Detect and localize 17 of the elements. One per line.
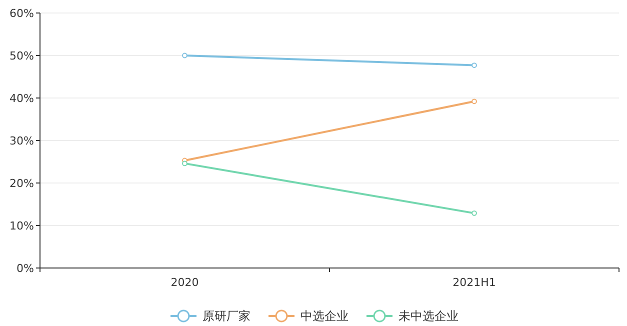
point — [182, 160, 188, 166]
y-tick-label: 30% — [10, 134, 34, 148]
y-tick-label: 0% — [16, 262, 34, 275]
y-tick-label: 50% — [10, 49, 34, 62]
x-tick-label: 2020 — [170, 276, 199, 289]
x-tick-label: 2021H1 — [452, 276, 496, 289]
y-tick-label: 20% — [10, 176, 34, 190]
point — [472, 62, 477, 68]
point — [472, 98, 477, 104]
point — [182, 52, 188, 58]
point — [472, 210, 477, 216]
legend-label: 原研厂家 — [202, 309, 250, 324]
legend-label: 中选企业 — [300, 309, 348, 324]
y-tick-label: 40% — [10, 92, 34, 105]
y-tick-label: 10% — [10, 219, 34, 232]
y-tick-label: 60% — [10, 6, 34, 20]
legend-label: 未中选企业 — [398, 309, 458, 324]
